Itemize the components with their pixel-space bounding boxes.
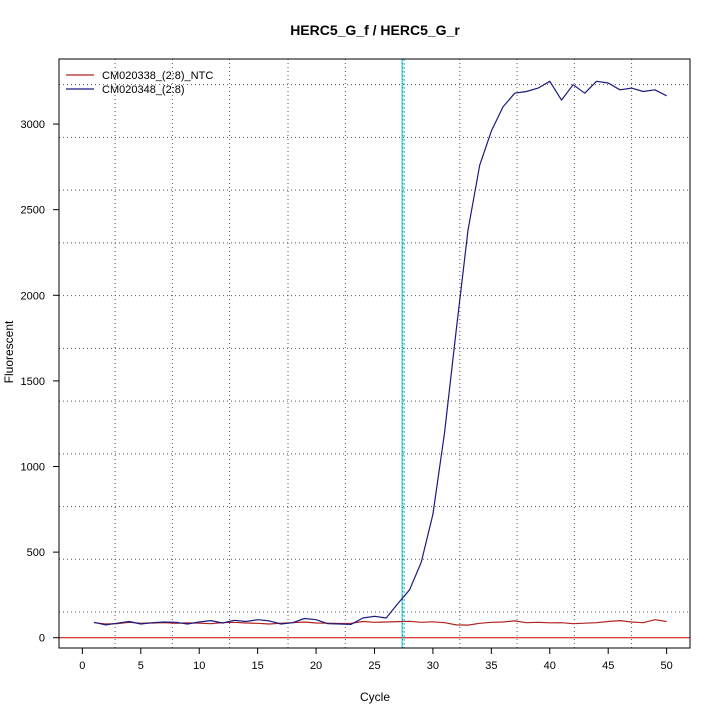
y-tick-label: 2500 bbox=[21, 205, 45, 217]
x-tick-label: 30 bbox=[427, 660, 439, 672]
legend-label-1: CM020338_(2:8)_NTC bbox=[102, 70, 213, 82]
y-tick-label: 1500 bbox=[21, 376, 45, 388]
y-tick-label: 1000 bbox=[21, 462, 45, 474]
x-tick-label: 10 bbox=[193, 660, 205, 672]
y-tick-label: 500 bbox=[27, 547, 45, 559]
y-tick-label: 3000 bbox=[21, 119, 45, 131]
y-axis: 0 500 1000 1500 2000 2500 3000 bbox=[21, 119, 59, 645]
x-tick-label: 25 bbox=[368, 660, 380, 672]
x-tick-label: 45 bbox=[602, 660, 614, 672]
series-line-1 bbox=[94, 619, 667, 626]
chart-title: HERC5_G_f / HERC5_G_r bbox=[290, 22, 460, 38]
reference-lines bbox=[59, 59, 690, 648]
x-tick-label: 40 bbox=[544, 660, 556, 672]
y-axis-label: Fluorescent bbox=[2, 320, 16, 383]
series-layer bbox=[93, 80, 667, 626]
y-tick-label: 0 bbox=[39, 633, 45, 645]
legend-label-2: CM020348_(2:8) bbox=[102, 84, 185, 96]
legend: CM020338_(2:8)_NTC CM020348_(2:8) bbox=[66, 70, 213, 96]
y-tick-label: 2000 bbox=[21, 290, 45, 302]
x-tick-label: 15 bbox=[252, 660, 264, 672]
x-tick-label: 0 bbox=[79, 660, 85, 672]
x-tick-label: 35 bbox=[485, 660, 497, 672]
x-tick-label: 20 bbox=[310, 660, 322, 672]
x-tick-label: 50 bbox=[661, 660, 673, 672]
x-axis-label: Cycle bbox=[360, 690, 390, 704]
x-tick-label: 5 bbox=[138, 660, 144, 672]
x-axis: 0 5 10 15 20 25 30 35 40 45 50 bbox=[79, 648, 673, 672]
series-line-2 bbox=[93, 80, 667, 626]
